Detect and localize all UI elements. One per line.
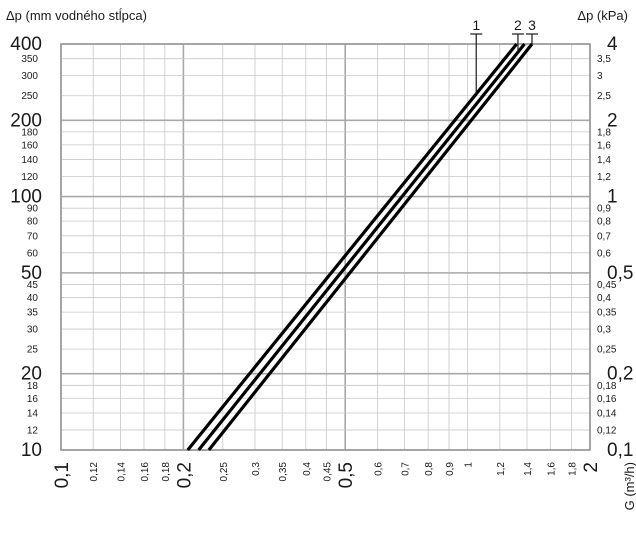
y-right-tick-label: 1,2 [597, 172, 611, 183]
x-tick-label: 1,6 [547, 462, 558, 476]
y-left-tick-label: 10 [21, 440, 42, 461]
y-left-tick-label: 40 [27, 293, 39, 304]
y-axis-right-title: Δp (kPa) [577, 8, 628, 23]
x-tick-label: 0,1 [52, 462, 73, 488]
x-tick-label: 0,9 [445, 462, 456, 476]
x-tick-label: 1,8 [567, 462, 578, 476]
y-left-tick-label: 18 [27, 381, 39, 392]
y-left-tick-label: 100 [10, 187, 42, 208]
y-right-tick-label: 0,7 [597, 231, 611, 242]
y-right-tick-label: 0,35 [597, 308, 617, 319]
y-left-tick-label: 160 [21, 140, 38, 151]
y-left-tick-label: 70 [27, 231, 39, 242]
x-tick-label: 0,25 [219, 462, 230, 482]
y-right-tick-label: 0,18 [597, 381, 617, 392]
x-tick-label: 0,14 [116, 462, 127, 482]
y-right-tick-label: 0,3 [597, 325, 611, 336]
y-left-tick-label: 14 [27, 408, 39, 419]
y-right-tick-label: 1 [607, 187, 618, 208]
y-right-tick-label: 2 [607, 110, 618, 131]
x-tick-label: 1 [464, 462, 475, 468]
x-tick-label: 0,7 [401, 462, 412, 476]
x-tick-label: 0,35 [278, 462, 289, 482]
y-left-tick-label: 200 [10, 110, 42, 131]
y-right-tick-label: 0,6 [597, 248, 611, 259]
y-right-tick-label: 0,9 [597, 204, 611, 215]
y-right-tick-label: 0,8 [597, 217, 611, 228]
grid [60, 43, 591, 451]
y-left-tick-label: 50 [21, 263, 42, 284]
y-right-tick-label: 3 [597, 71, 603, 82]
y-right-tick-label: 4 [607, 34, 618, 55]
y-left-tick-label: 20 [21, 364, 42, 385]
y-right-tick-label: 0,1 [607, 440, 633, 461]
x-tick-label: 0,45 [323, 462, 334, 482]
curve-3 [207, 43, 534, 451]
x-tick-label: 1,2 [496, 462, 507, 476]
x-tick-label: 0,5 [336, 462, 357, 488]
x-tick-label: 0,18 [161, 462, 172, 482]
y-left-tick-label: 350 [21, 54, 38, 65]
y-left-tick-label: 25 [27, 345, 39, 356]
y-left-tick-label: 400 [10, 34, 42, 55]
y-right-tick-label: 3,5 [597, 54, 611, 65]
tick-labels: 1012141618202530354045506070809010012014… [10, 17, 636, 510]
y-right-tick-label: 0,4 [597, 293, 611, 304]
y-axis-left-title: Δp (mm vodného stĺpca) [6, 8, 147, 23]
y-right-tick-label: 2,5 [597, 91, 611, 102]
x-tick-label: 0,12 [89, 462, 100, 482]
y-right-tick-label: 0,14 [597, 408, 617, 419]
x-tick-label: 0,16 [140, 462, 151, 482]
curve-1 [186, 42, 518, 452]
curves [186, 33, 538, 452]
y-left-tick-label: 35 [27, 308, 39, 319]
x-tick-label: 0,2 [174, 462, 195, 488]
y-right-tick-label: 0,16 [597, 394, 617, 405]
y-right-tick-label: 1,8 [597, 127, 611, 138]
y-left-tick-label: 80 [27, 217, 39, 228]
y-right-tick-label: 1,6 [597, 140, 611, 151]
curve-3-label: 3 [528, 17, 536, 33]
y-left-tick-label: 60 [27, 248, 39, 259]
y-left-tick-label: 140 [21, 155, 38, 166]
x-tick-label: 0,6 [373, 462, 384, 476]
plot-frame [60, 43, 591, 451]
curve-2-label: 2 [514, 17, 522, 33]
curve-1-label: 1 [472, 17, 480, 33]
y-left-tick-label: 120 [21, 172, 38, 183]
y-right-tick-label: 1,4 [597, 155, 611, 166]
y-right-tick-label: 0,25 [597, 345, 617, 356]
x-axis-title: G (m³/h) [622, 462, 636, 510]
y-left-tick-label: 30 [27, 325, 39, 336]
y-left-tick-label: 250 [21, 91, 38, 102]
y-right-tick-label: 0,12 [597, 425, 617, 436]
x-tick-label: 0,3 [251, 462, 262, 476]
y-right-tick-label: 0,5 [607, 263, 633, 284]
y-left-tick-label: 90 [27, 204, 39, 215]
x-tick-label: 0,4 [302, 462, 313, 476]
x-tick-label: 2 [581, 462, 602, 473]
y-left-tick-label: 300 [21, 71, 38, 82]
y-left-tick-label: 16 [27, 394, 39, 405]
x-tick-label: 1,4 [523, 462, 534, 476]
curve-2 [197, 42, 526, 452]
y-left-tick-label: 45 [27, 280, 39, 291]
y-right-tick-label: 0,45 [597, 280, 617, 291]
y-left-tick-label: 12 [27, 425, 39, 436]
y-left-tick-label: 180 [21, 127, 38, 138]
y-right-tick-label: 0,2 [607, 364, 633, 385]
x-tick-label: 0,8 [424, 462, 435, 476]
